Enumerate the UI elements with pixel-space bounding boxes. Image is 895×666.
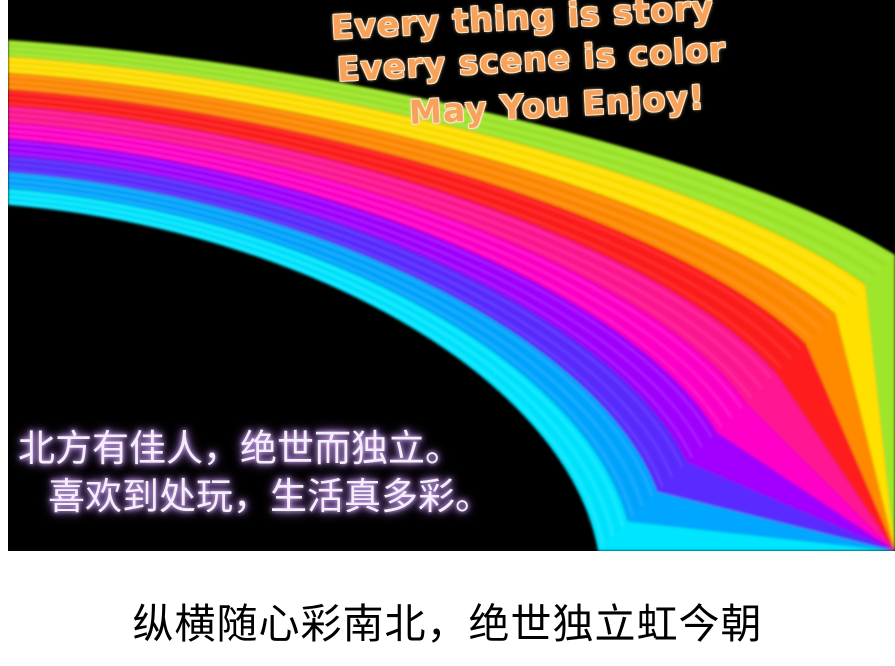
rainbow-streak	[8, 179, 643, 507]
rainbow-streak	[8, 78, 826, 325]
rainbow-streak	[8, 56, 866, 285]
rainbow-streak	[8, 122, 747, 404]
rainbow-streak	[8, 190, 624, 527]
rainbow-streak	[8, 160, 678, 473]
rainbow-streak	[8, 75, 831, 320]
rainbow-streak	[8, 127, 737, 414]
rainbow-streak	[8, 133, 728, 423]
rainbow-streak	[8, 58, 861, 290]
rainbow-streak	[8, 102, 782, 369]
rainbow-streak	[8, 141, 713, 438]
rainbow-streak	[8, 91, 802, 350]
rainbow-streak	[8, 119, 752, 399]
rainbow-streak	[8, 89, 807, 345]
rainbow-streak	[8, 53, 871, 280]
rainbow-streak	[8, 130, 732, 419]
rainbow-poster: Every thing is story Every scene is colo…	[8, 0, 895, 551]
rainbow-streak	[8, 177, 648, 502]
rainbow-streak	[8, 163, 673, 478]
rainbow-streak	[8, 152, 693, 458]
poem-line-1: 北方有佳人，绝世而独立。	[18, 427, 462, 470]
rainbow-streak	[8, 168, 663, 488]
rainbow-streak	[8, 45, 886, 266]
rainbow-streak	[8, 185, 634, 517]
rainbow-streak	[8, 108, 772, 379]
rainbow-streak	[8, 124, 742, 409]
rainbow-streak	[8, 204, 599, 551]
rainbow-streak	[8, 171, 658, 492]
rainbow-streak	[8, 166, 668, 483]
rainbow-streak	[8, 146, 703, 448]
rainbow-streak	[8, 113, 762, 389]
rainbow-streak	[8, 86, 812, 340]
rainbow-band-7	[8, 139, 895, 551]
rainbow-streak	[8, 182, 638, 512]
rainbow-streak	[8, 97, 792, 359]
rainbow-streak	[8, 193, 619, 532]
rainbow-streak	[8, 64, 851, 300]
rainbow-streak	[8, 188, 629, 522]
rainbow-streak	[8, 149, 698, 453]
rainbow-streak	[8, 72, 836, 315]
rainbow-streak	[8, 67, 846, 305]
rainbow-streak	[8, 39, 895, 256]
rainbow-streak	[8, 199, 609, 542]
rainbow-band-1	[8, 40, 895, 551]
rainbow-arc-graphic	[8, 39, 895, 551]
rainbow-streak	[8, 196, 614, 537]
rainbow-streak	[8, 100, 787, 364]
caption-text: 纵横随心彩南北，绝世独立虹今朝	[132, 600, 763, 648]
rainbow-streak	[8, 42, 891, 261]
rainbow-streak	[8, 50, 876, 276]
rainbow-streak	[8, 80, 822, 330]
rainbow-streak	[8, 69, 841, 310]
rainbow-band-4	[8, 89, 895, 551]
rainbow-streak	[8, 157, 683, 468]
rainbow-streak	[8, 116, 757, 394]
rainbow-streak	[8, 111, 767, 384]
rainbow-streak	[8, 61, 856, 295]
rainbow-streak	[8, 105, 777, 374]
poem-line-2: 喜欢到处玩，生活真多彩。	[48, 475, 492, 518]
rainbow-streak	[8, 47, 881, 271]
rainbow-streak	[8, 83, 817, 335]
rainbow-streak	[8, 174, 653, 497]
rainbow-band-3	[8, 73, 895, 551]
rainbow-streak	[8, 135, 723, 428]
rainbow-streak	[8, 138, 718, 433]
rainbow-streak	[8, 201, 604, 547]
rainbow-band-8	[8, 155, 895, 551]
rainbow-streak	[8, 144, 708, 443]
rainbow-streak	[8, 94, 797, 354]
rainbow-streak	[8, 155, 688, 463]
